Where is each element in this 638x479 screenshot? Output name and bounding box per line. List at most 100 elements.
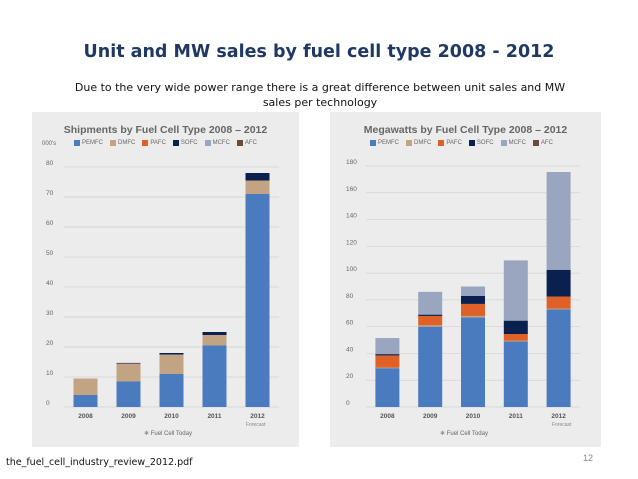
shipments-bar-2010-pemfc	[159, 374, 184, 407]
shipments-unit-label: 000's	[42, 141, 57, 147]
megawatts-x-tick-label: 2008	[380, 413, 395, 420]
megawatts-bar-2008-pemfc	[375, 368, 400, 407]
megawatts-forecast-tag: Forecast	[552, 422, 572, 428]
shipments-legend: PEMFC DMFC PAFC SOFC MCFC AFC	[74, 140, 257, 146]
shipments-y-tick-label: 10	[46, 370, 54, 377]
megawatts-bar-2009-pemfc	[418, 326, 443, 407]
megawatts-x-tick-label: 2011	[509, 413, 523, 420]
legend-swatch	[204, 140, 211, 146]
legend-swatch	[172, 140, 179, 146]
megawatts-x-tick-label: 2010	[466, 413, 481, 420]
legend-item-afc: AFC	[532, 140, 553, 146]
shipments-x-tick-label: 2009	[121, 413, 136, 420]
megawatts-bar-2010-dmfc	[461, 315, 485, 318]
shipments-bar-2009-sofc	[116, 362, 141, 364]
legend-label: MCFC	[508, 140, 526, 146]
shipments-source-note: ✱ Fuel Cell Today	[144, 430, 192, 437]
legend-swatch	[438, 140, 445, 146]
legend-item-pafc: PAFC	[142, 140, 166, 146]
megawatts-y-tick-label: 40	[346, 346, 354, 353]
slide-subtitle: Due to the very wide power range there i…	[74, 81, 566, 109]
shipments-y-tick-label: 30	[46, 310, 54, 317]
shipments-bar-2012-sofc	[245, 173, 270, 181]
legend-label: SOFC	[180, 140, 198, 146]
megawatts-bar-2009-dmfc	[418, 325, 443, 327]
megawatts-bar-2012-pafc	[546, 296, 571, 309]
megawatts-bar-2010-pemfc	[461, 317, 485, 407]
legend-item-mcfc: MCFC	[500, 140, 526, 146]
shipments-bar-2008-dmfc	[73, 378, 98, 395]
legend-item-afc: AFC	[236, 140, 257, 146]
megawatts-y-tick-label: 100	[346, 266, 357, 273]
megawatts-bar-2009-mcfc	[418, 291, 443, 315]
megawatts-y-tick-label: 140	[346, 213, 357, 220]
megawatts-y-tick-label: 60	[346, 320, 354, 327]
megawatts-bar-2008-sofc	[375, 354, 400, 356]
megawatts-bar-2008-pafc	[375, 355, 400, 368]
source-logo-icon: ✱	[144, 431, 151, 437]
shipments-y-tick-label: 80	[46, 160, 54, 167]
legend-label: DMFC	[118, 140, 136, 146]
megawatts-bar-2010-pafc	[461, 303, 485, 316]
shipments-bar-2009-dmfc	[116, 363, 141, 382]
legend-swatch	[500, 140, 507, 146]
legend-item-pemfc: PEMFC	[370, 140, 399, 146]
megawatts-bar-2008-mcfc	[375, 338, 400, 355]
legend-swatch	[142, 140, 149, 146]
legend-swatch	[370, 140, 376, 146]
legend-label: PAFC	[150, 140, 166, 146]
megawatts-x-tick-label: 2012	[551, 413, 566, 420]
shipments-bar-2010-sofc	[159, 353, 184, 355]
megawatts-y-tick-label: 120	[346, 239, 357, 246]
megawatts-bar-2009-sofc	[418, 314, 443, 316]
legend-label: DMFC	[414, 140, 432, 146]
megawatts-bar-2011-pemfc	[503, 341, 528, 407]
shipments-y-tick-label: 40	[46, 280, 54, 287]
legend-item-sofc: SOFC	[172, 140, 198, 146]
megawatts-chart-title: Megawatts by Fuel Cell Type 2008 – 2012	[363, 124, 568, 136]
megawatts-bar-2011-pafc	[503, 334, 528, 341]
megawatts-bar-2012-pemfc	[546, 309, 571, 407]
shipments-y-tick-label: 70	[46, 190, 54, 197]
legend-label: PAFC	[446, 140, 462, 146]
legend-label: AFC	[540, 140, 553, 146]
shipments-x-tick-label: 2010	[164, 413, 179, 420]
page-number: 12	[583, 453, 594, 463]
legend-item-dmfc: DMFC	[110, 140, 135, 146]
shipments-bar-2010-dmfc	[159, 354, 184, 374]
megawatts-y-tick-label: 80	[346, 293, 354, 300]
megawatts-bar-2012-dmfc	[546, 308, 571, 310]
slide-title: Unit and MW sales by fuel cell type 2008…	[83, 42, 555, 62]
megawatts-y-tick-label: 180	[346, 159, 357, 166]
megawatts-bar-2012-sofc	[546, 269, 571, 297]
shipments-y-tick-label: 0	[46, 400, 50, 407]
source-footnote: the_fuel_cell_industry_review_2012.pdf	[6, 457, 193, 468]
legend-swatch	[236, 140, 243, 146]
megawatts-bar-2011-sofc	[503, 320, 528, 335]
megawatts-bar-2010-mcfc	[461, 286, 485, 296]
megawatts-bar-2012-mcfc	[546, 172, 571, 270]
megawatts-legend: PEMFC DMFC PAFC SOFC MCFC AFC	[370, 140, 553, 146]
shipments-x-tick-label: 2011	[207, 413, 221, 420]
megawatts-chart-panel: 0 20 40 60 80 100 120 140 160 180 2008 2009 2010 2011…	[330, 112, 601, 447]
legend-swatch	[406, 140, 412, 146]
legend-item-mcfc: MCFC	[204, 140, 230, 146]
shipments-bar-2011-sofc	[202, 332, 227, 335]
legend-item-sofc: SOFC	[468, 140, 494, 146]
megawatts-chart: 0 20 40 60 80 100 120 140 160 180 2008 2009 2010 2011…	[346, 159, 580, 420]
megawatts-bar-2011-mcfc	[503, 260, 528, 321]
shipments-bar-2011-dmfc	[202, 335, 227, 346]
shipments-bar-2009-pemfc	[116, 381, 141, 407]
shipments-forecast-tag: Forecast	[246, 422, 266, 428]
legend-swatch	[468, 140, 475, 146]
shipments-chart-title: Shipments by Fuel Cell Type 2008 – 2012	[63, 124, 268, 136]
megawatts-bar-2008-dmfc	[375, 367, 400, 369]
legend-swatch	[74, 140, 80, 146]
legend-swatch	[532, 140, 539, 146]
legend-item-dmfc: DMFC	[406, 140, 431, 146]
legend-swatch	[110, 140, 116, 146]
legend-label: MCFC	[212, 140, 230, 146]
megawatts-bar-2009-pafc	[418, 315, 443, 326]
megawatts-x-tick-label: 2009	[423, 413, 438, 420]
shipments-chart-panel: 0 10 20 30 40 50 60 70 80 2008 2009 2010 2011 2012 Sh…	[32, 112, 299, 447]
